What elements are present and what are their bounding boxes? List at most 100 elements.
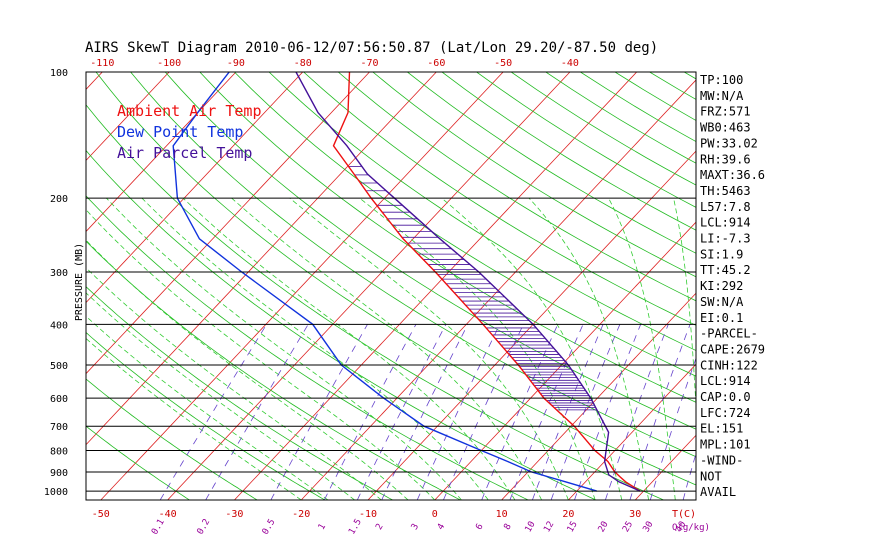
index-entry: TP:100 [700, 73, 743, 87]
dry-adiabat-line [788, 72, 870, 500]
index-entry: NOT [700, 469, 722, 483]
mixing-ratio-line [481, 324, 559, 500]
index-entry: -WIND- [700, 453, 743, 467]
index-entry: TT:45.2 [700, 263, 751, 277]
top-temperature-tick-label: -90 [227, 58, 245, 69]
mixing-ratio-tick-label: 0.2 [196, 517, 213, 536]
isotherm-line [0, 72, 36, 500]
index-entry: CINH:122 [700, 358, 758, 372]
dry-adiabat-line [337, 72, 696, 302]
mixing-ratio-tick-label: 15 [566, 520, 580, 534]
ambient-air-temp-line [332, 72, 641, 492]
dry-adiabat-line [164, 72, 696, 430]
mixing-ratio-tick-label: 3 [410, 522, 421, 532]
mixing-ratio-line [159, 324, 267, 500]
index-entry: MW:N/A [700, 89, 744, 103]
isotherm-line [86, 72, 170, 162]
pressure-tick-label: 200 [50, 194, 68, 205]
moist-adiabat-line [528, 197, 649, 500]
dry-adiabat-line [86, 378, 258, 500]
bottom-temperature-tick-label: 20 [562, 509, 574, 520]
bottom-temperature-tick-label: -30 [225, 509, 243, 520]
moist-adiabat-line [86, 267, 382, 500]
pressure-tick-label: 100 [50, 68, 68, 79]
mixing-ratio-tick-label: 10 [524, 520, 538, 534]
moist-adiabat-line [86, 315, 329, 500]
isotherm-line [86, 72, 237, 233]
bottom-temperature-tick-label: 10 [496, 509, 508, 520]
index-entry: LFC:724 [700, 406, 751, 420]
mixing-ratio-line [550, 324, 621, 500]
index-entry: FRZ:571 [700, 105, 751, 119]
pressure-tick-label: 1000 [44, 487, 68, 498]
index-entry: AVAIL [700, 485, 736, 499]
mixing-ratio-line [323, 324, 417, 500]
index-entry: -PARCEL- [700, 327, 758, 341]
mixing-ratio-line [443, 324, 524, 500]
mixing-ratio-tick-label: 12 [542, 520, 556, 534]
pressure-tick-label: 700 [50, 422, 68, 433]
y-axis-label: PRESSURE (MB) [74, 243, 85, 321]
legend-entry-air-parcel-temp: Air Parcel Temp [117, 144, 252, 162]
index-entry: EL:151 [700, 422, 743, 436]
dry-adiabat-line [649, 72, 696, 100]
dry-adiabat-line [857, 72, 870, 500]
top-temperature-tick-label: -40 [561, 58, 579, 69]
pressure-tick-label: 400 [50, 320, 68, 331]
bottom-temperature-tick-label: -40 [159, 509, 177, 520]
dry-adiabat-line [753, 72, 870, 500]
pressure-tick-label: 600 [50, 394, 68, 405]
index-entry: LI:-7.3 [700, 232, 751, 246]
index-entry: PW:33.02 [700, 136, 758, 150]
index-entry: MAXT:36.6 [700, 168, 765, 182]
top-temperature-tick-label: -100 [157, 58, 181, 69]
pressure-tick-label: 900 [50, 468, 68, 479]
dry-adiabat-line [86, 286, 393, 500]
x-axis-unit-label: T(C) [672, 509, 696, 520]
index-entry: WB0:463 [700, 121, 751, 135]
dry-adiabat-line [86, 331, 326, 500]
dry-adiabat-line [86, 149, 597, 500]
pressure-tick-label: 800 [50, 447, 68, 458]
index-entry: SW:N/A [700, 295, 744, 309]
index-entry: KI:292 [700, 279, 743, 293]
moist-adiabat-line [182, 197, 516, 500]
mixing-ratio-tick-label: 2 [374, 522, 385, 532]
mixing-ratio-unit-label: Q(g/kg) [672, 523, 710, 533]
dry-adiabat-line [303, 72, 696, 326]
dry-adiabat-line [234, 72, 696, 377]
isotherm-line [100, 72, 504, 500]
index-entry: LCL:914 [700, 374, 751, 388]
dry-adiabat-line [372, 72, 696, 278]
index-entry: CAP:0.0 [700, 390, 751, 404]
chart-title: AIRS SkewT Diagram 2010-06-12/07:56:50.8… [85, 40, 658, 56]
moist-adiabat-line [231, 197, 543, 500]
index-entry: L57:7.8 [700, 200, 751, 214]
moist-adiabat-line [289, 197, 569, 500]
mixing-ratio-line [205, 324, 309, 500]
mixing-ratio-tick-label: 40 [674, 520, 688, 534]
dry-adiabat-line [86, 195, 529, 500]
mixing-ratio-tick-label: 0.5 [261, 517, 278, 536]
legend: Ambient Air Temp Dew Point Temp Air Parcel… [117, 102, 262, 162]
dry-adiabat-line [86, 104, 664, 500]
index-entry: MPL:101 [700, 438, 751, 452]
dry-adiabat-line [199, 72, 696, 403]
top-temperature-tick-label: -110 [90, 58, 114, 69]
dry-adiabat-line [441, 72, 696, 231]
moist-adiabat-line [86, 337, 302, 500]
mixing-ratio-line [649, 357, 696, 500]
mixing-ratio-line [509, 324, 584, 500]
mixing-ratio-line [574, 324, 642, 500]
index-entry: CAPE:2679 [700, 342, 765, 356]
top-temperature-tick-label: -70 [360, 58, 378, 69]
moist-adiabat-line [86, 292, 355, 500]
dry-adiabat-line [268, 72, 696, 351]
pressure-tick-label: 500 [50, 361, 68, 372]
mixing-ratio-tick-label: 20 [597, 520, 611, 534]
mixing-ratio-tick-label: 1 [317, 522, 328, 532]
dry-adiabat-line [95, 72, 696, 486]
